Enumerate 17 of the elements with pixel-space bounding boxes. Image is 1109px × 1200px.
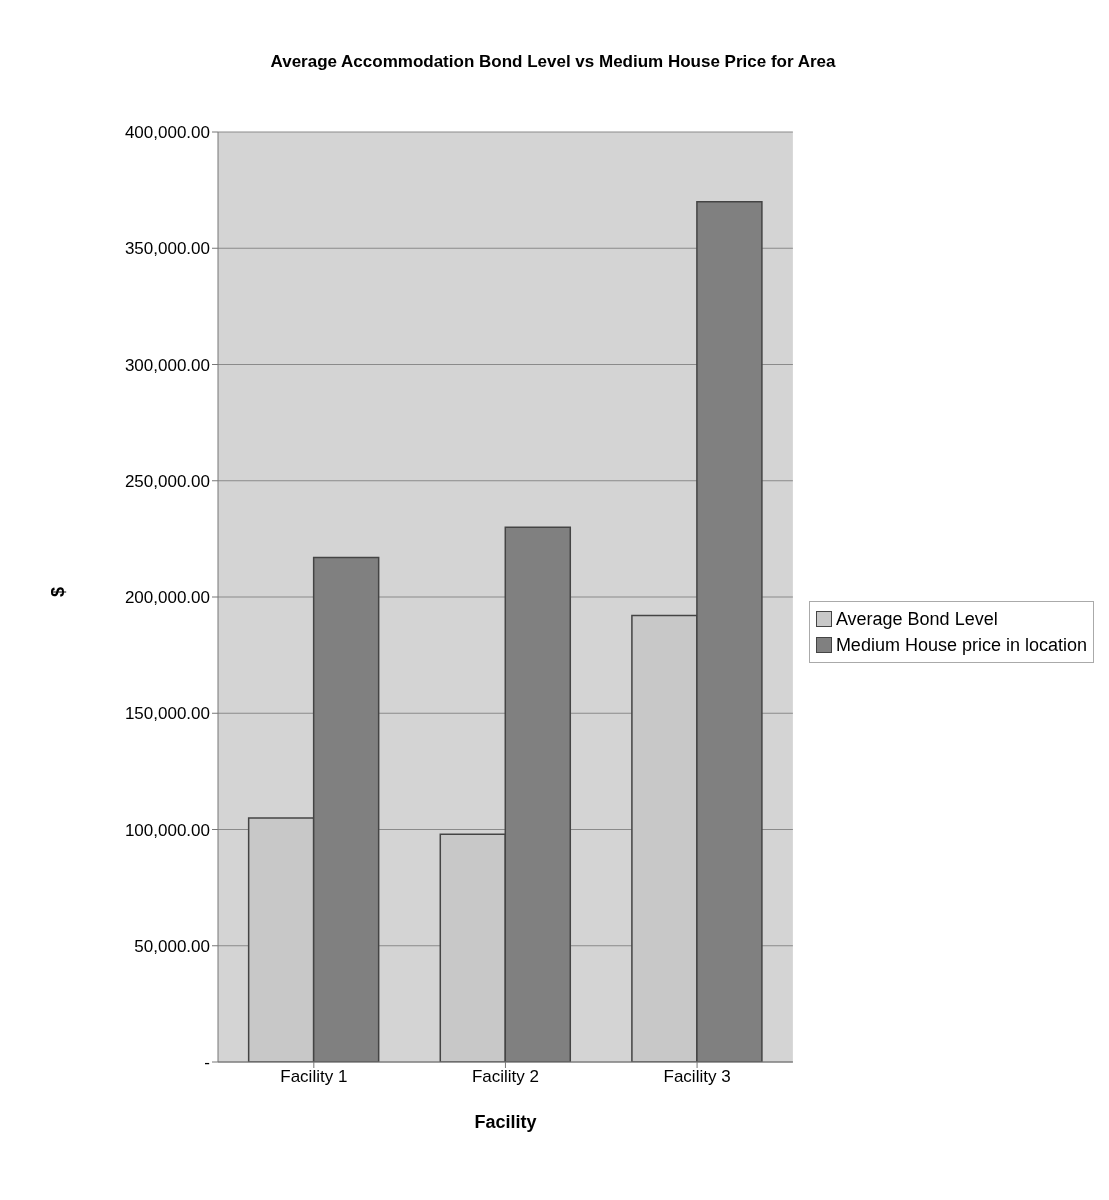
legend-label: Average Bond Level [835,608,998,631]
x-tick-label: Facility 3 [663,1067,731,1087]
y-axis-title: $ [48,586,69,597]
y-tick-label: 150,000.00 [124,704,210,724]
y-tick-label: - [204,1053,210,1073]
y-tick-label: 200,000.00 [124,588,210,608]
y-tick-label: 50,000.00 [134,936,210,956]
x-tick-label: Facility 2 [471,1067,539,1087]
y-tick-label: 350,000.00 [124,239,210,259]
y-tick-label: 400,000.00 [124,123,210,143]
x-tick-label: Facility 1 [280,1067,348,1087]
chart-title: Average Accommodation Bond Level vs Medium House Price for Area [269,51,837,73]
y-tick-label: 300,000.00 [124,355,210,375]
legend-label: Medium House price in location [835,634,1087,657]
x-axis-title: Facility [474,1112,537,1132]
y-tick-label: 100,000.00 [124,820,210,840]
y-tick-label: 250,000.00 [124,471,210,491]
